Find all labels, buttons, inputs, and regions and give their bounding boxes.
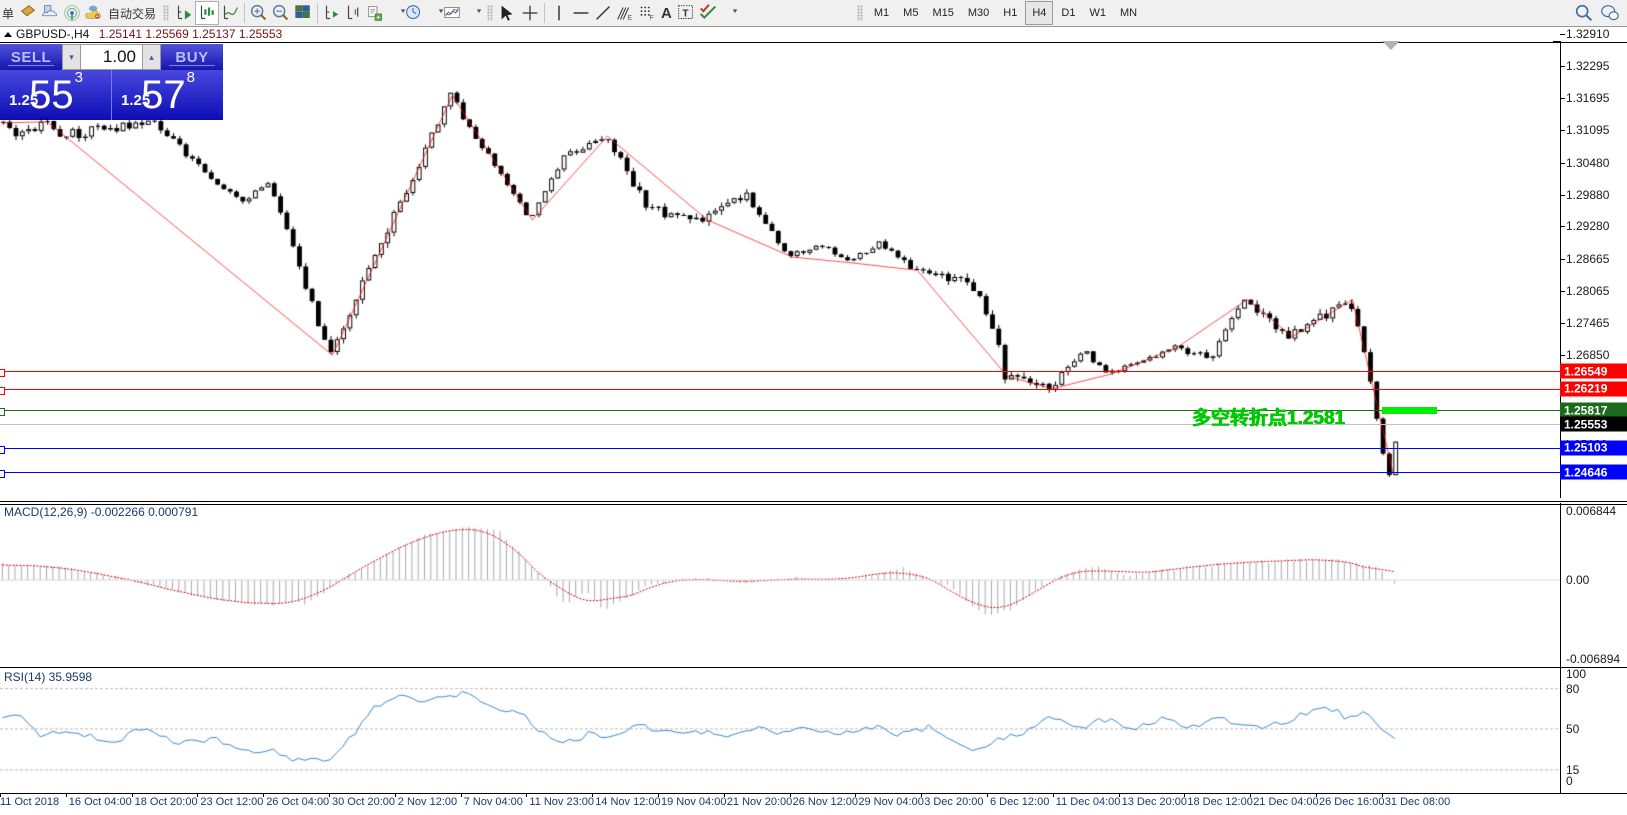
svg-text:F: F (650, 14, 654, 21)
svg-text:T: T (682, 9, 689, 20)
svg-text:E: E (628, 14, 632, 21)
